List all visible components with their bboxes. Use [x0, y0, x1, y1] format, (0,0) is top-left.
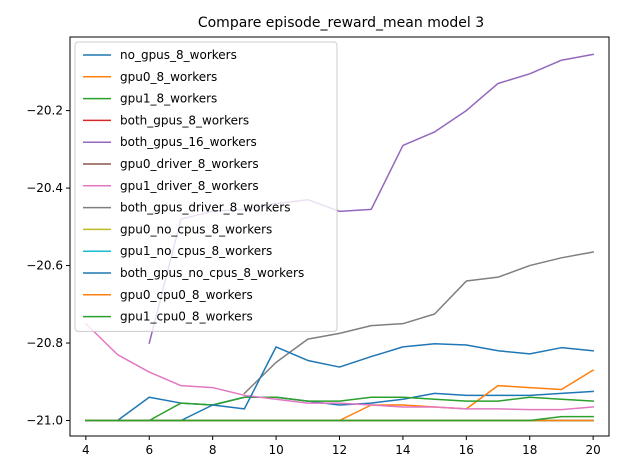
- x-tick-label: 18: [522, 443, 537, 457]
- x-tick-label: 8: [209, 443, 217, 457]
- legend-label: both_gpus_16_workers: [120, 135, 257, 149]
- legend-label: gpu0_no_cpus_8_workers: [120, 222, 272, 236]
- legend-label: both_gpus_8_workers: [120, 113, 249, 127]
- legend-box: [74, 41, 338, 332]
- x-tick-label: 12: [332, 443, 347, 457]
- x-tick-label: 6: [145, 443, 153, 457]
- x-axis: 4 6 8 10 12 14 16 18 20: [82, 436, 601, 457]
- legend-label: gpu1_cpu0_8_workers: [120, 310, 253, 324]
- y-tick-label: −20.8: [26, 336, 63, 350]
- series-line-gpu1_cpu0_8_workers: [85, 415, 594, 422]
- y-tick-label: −20.4: [26, 181, 63, 195]
- legend-label: gpu1_8_workers: [120, 92, 217, 106]
- legend-label: both_gpus_no_cpus_8_workers: [120, 266, 304, 280]
- chart-title: Compare episode_reward_mean model 3: [198, 15, 484, 31]
- x-tick-label: 4: [82, 443, 90, 457]
- x-tick-label: 10: [268, 443, 283, 457]
- x-tick-label: 20: [586, 443, 601, 457]
- y-tick-label: −21.0: [26, 414, 63, 428]
- y-tick-label: −20.2: [26, 104, 63, 118]
- series-line-no_gpus_8_workers: [85, 390, 594, 422]
- legend-label: gpu0_cpu0_8_workers: [120, 288, 253, 302]
- legend-label: both_gpus_driver_8_workers: [120, 201, 290, 215]
- legend-label: gpu1_no_cpus_8_workers: [120, 244, 272, 258]
- legend-label: gpu0_driver_8_workers: [120, 157, 259, 171]
- series-line-both_gpus_driver_8_workers: [243, 251, 595, 395]
- y-tick-label: −20.6: [26, 259, 63, 273]
- legend-label: gpu1_driver_8_workers: [120, 179, 259, 193]
- x-tick-label: 16: [459, 443, 474, 457]
- legend: no_gpus_8_workers gpu0_8_workers gpu1_8_wo…: [74, 41, 338, 332]
- y-axis: −21.0 −20.8 −20.6 −20.4 −20.2: [26, 104, 70, 428]
- x-tick-label: 14: [395, 443, 410, 457]
- legend-label: gpu0_8_workers: [120, 70, 217, 84]
- legend-label: no_gpus_8_workers: [120, 48, 237, 62]
- series-layer: [84, 53, 595, 422]
- series-line-gpu1_driver_8_workers: [84, 322, 594, 411]
- series-line-gpu1_8_workers: [85, 396, 594, 422]
